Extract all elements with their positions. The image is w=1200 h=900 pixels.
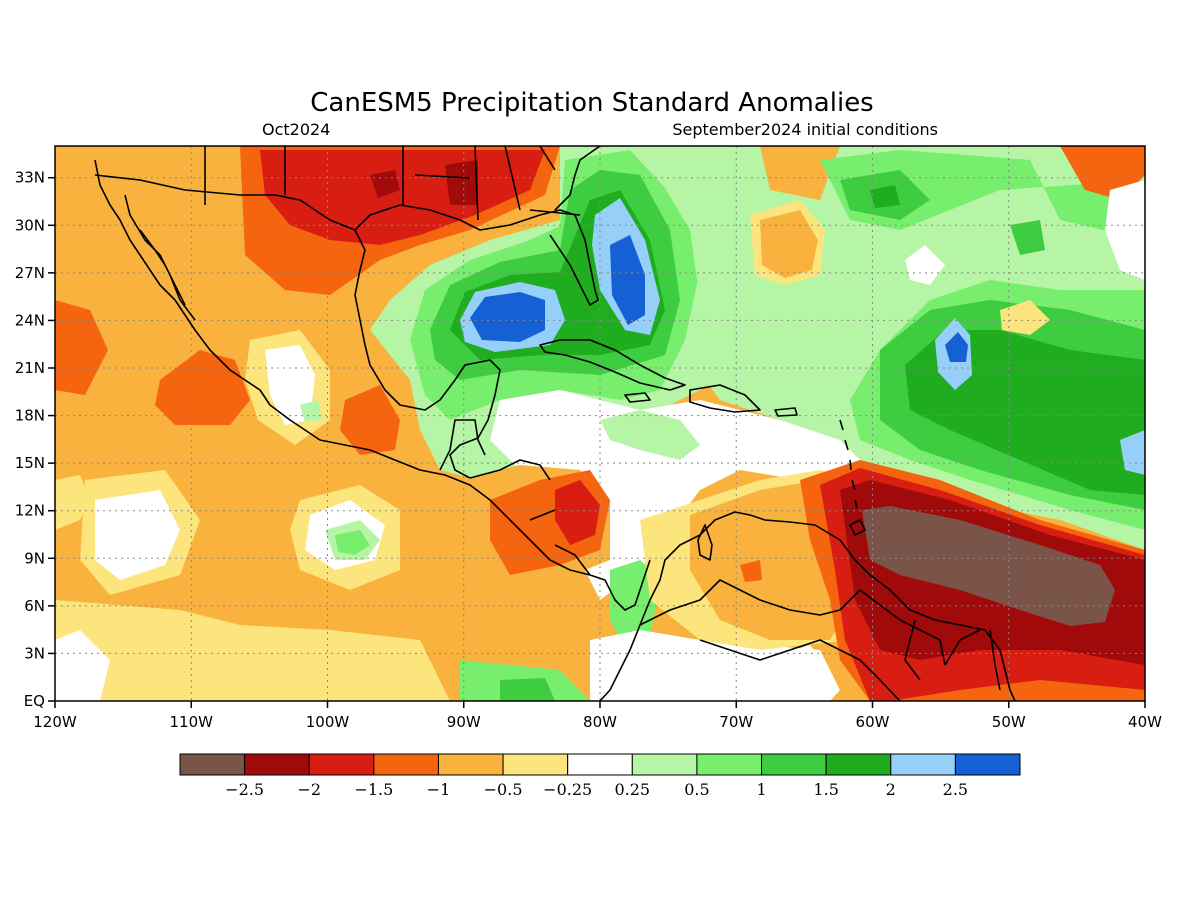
colorbar-label: −1.5 xyxy=(354,780,393,799)
colorbar-label: −2 xyxy=(297,780,321,799)
colorbar-swatch xyxy=(308,753,375,776)
coast-cuba xyxy=(539,339,686,391)
anomaly-centam-dry-3 xyxy=(555,480,600,545)
border-central-america xyxy=(469,459,591,576)
y-axis-labels: EQ 3N 6N 9N 12N 15N 18N 21N 24N 27N 30N 33N xyxy=(15,169,45,710)
colorbar-label: −1 xyxy=(427,780,451,799)
x-tick-label: 50W xyxy=(992,713,1026,731)
colorbar-swatch xyxy=(631,753,698,776)
figure-title: CanESM5 Precipitation Standard Anomalies xyxy=(310,88,873,118)
anomaly-pacific-wet-2 xyxy=(335,530,370,555)
colorbar-label: −0.5 xyxy=(484,780,523,799)
colorbar-label: 1.5 xyxy=(813,780,838,799)
colorbar-legend: −2.5 −2 −1.5 −1 −0.5 −0.25 0.25 0.5 1 1.5 2 2.5 xyxy=(179,753,1021,799)
y-tick-label: 6N xyxy=(24,597,45,615)
colorbar-swatch xyxy=(567,753,633,776)
x-tick-label: 80W xyxy=(583,713,617,731)
anomaly-samerica-extreme-dry xyxy=(862,506,1115,626)
y-tick-label: 33N xyxy=(15,169,45,187)
x-tick-label: 110W xyxy=(170,713,214,731)
x-tick-label: 90W xyxy=(447,713,481,731)
coastlines xyxy=(94,146,1016,701)
coast-jamaica xyxy=(624,392,651,403)
colorbar-label: 0.5 xyxy=(684,780,709,799)
colorbar-swatch xyxy=(179,753,246,776)
anomaly-pacific-orange-2 xyxy=(155,350,250,425)
subtitle-left: Oct2024 xyxy=(262,120,330,139)
coast-gulf xyxy=(354,229,501,479)
axis-ticks xyxy=(48,176,1146,708)
colorbar-swatch xyxy=(437,753,504,776)
anomaly-atlantic-wet-strong xyxy=(870,185,1145,495)
y-tick-label: 3N xyxy=(24,644,45,662)
y-tick-label: 18N xyxy=(15,407,45,425)
coast-north-america-pacific xyxy=(94,159,651,611)
y-tick-label: 27N xyxy=(15,264,45,282)
coast-hispaniola xyxy=(689,384,761,413)
y-tick-label: 21N xyxy=(15,359,45,377)
colorbar-label: −2.5 xyxy=(225,780,264,799)
anomaly-atlantic-dry-3 xyxy=(1000,300,1050,335)
colorbar-swatch xyxy=(373,753,439,776)
x-tick-label: 120W xyxy=(33,713,77,731)
coast-venezuela-lake xyxy=(697,524,713,561)
anomaly-atlantic-extreme-wet xyxy=(945,332,968,362)
anomaly-atlantic-neutral xyxy=(905,180,1145,285)
anomaly-atlantic-very-wet xyxy=(935,318,1145,475)
coast-baja xyxy=(124,194,196,321)
y-tick-label: 12N xyxy=(15,502,45,520)
coast-south-america xyxy=(599,511,1016,701)
coast-puerto-rico xyxy=(774,407,798,417)
anomaly-pacific-neutral-1 xyxy=(95,490,180,580)
y-tick-label: 24N xyxy=(15,311,45,329)
colorbar-label: 0.25 xyxy=(614,780,650,799)
border-mexico-guatemala xyxy=(439,419,486,471)
x-tick-label: 100W xyxy=(306,713,350,731)
anomaly-pacific-yellow-1 xyxy=(55,475,90,530)
x-tick-label: 60W xyxy=(856,713,890,731)
coast-lesser-antilles xyxy=(839,419,858,509)
colorbar-label: −0.25 xyxy=(543,780,592,799)
anomaly-caribbean-wet-4 xyxy=(500,678,555,701)
anomaly-gulf-extreme-wet xyxy=(470,235,645,342)
y-tick-label: 9N xyxy=(24,549,45,567)
y-tick-label: 15N xyxy=(15,454,45,472)
colorbar-swatch xyxy=(502,753,569,776)
colorbar-swatch xyxy=(244,753,310,776)
colorbar-swatch xyxy=(890,753,956,776)
anomaly-fields xyxy=(55,146,1145,701)
anomaly-pacific-orange-1 xyxy=(55,300,108,395)
anomaly-north-dry-peak xyxy=(370,160,478,205)
border-us-mexico xyxy=(94,174,356,231)
colorbar-label: 1 xyxy=(756,780,766,799)
colorbar-label: 2 xyxy=(886,780,896,799)
border-south-america xyxy=(639,579,1001,701)
x-tick-label: 70W xyxy=(719,713,753,731)
colorbar-swatch xyxy=(825,753,892,776)
y-tick-label: EQ xyxy=(24,692,45,710)
anomaly-pacific-orange-3 xyxy=(340,385,400,455)
y-tick-label: 30N xyxy=(15,216,45,234)
anomaly-atlantic-dry-2 xyxy=(760,210,818,278)
subtitle-right: September2024 initial conditions xyxy=(672,120,938,139)
anomaly-pacific-wet-3 xyxy=(300,400,322,422)
anomaly-pacific-neutral-2 xyxy=(55,630,110,701)
colorbar-swatch xyxy=(696,753,763,776)
x-tick-label: 40W xyxy=(1128,713,1162,731)
border-us-states xyxy=(204,146,581,221)
anomaly-caribbean-wet-1 xyxy=(600,410,700,460)
colorbar-swatch xyxy=(954,753,1021,776)
anomaly-pacific-yellow-4 xyxy=(55,600,450,701)
map-plot: 120W 110W 100W 90W 80W 70W 60W 50W 40W EQ 3N 6N 9N 1… xyxy=(15,145,1162,731)
anomaly-samerica-neutral-2 xyxy=(780,645,830,690)
x-axis-labels: 120W 110W 100W 90W 80W 70W 60W 50W 40W xyxy=(33,713,1162,731)
coast-trinidad xyxy=(849,519,866,536)
colorbar-label: 2.5 xyxy=(943,780,968,799)
colorbar-swatch xyxy=(761,753,827,776)
map-grid xyxy=(55,146,1145,701)
